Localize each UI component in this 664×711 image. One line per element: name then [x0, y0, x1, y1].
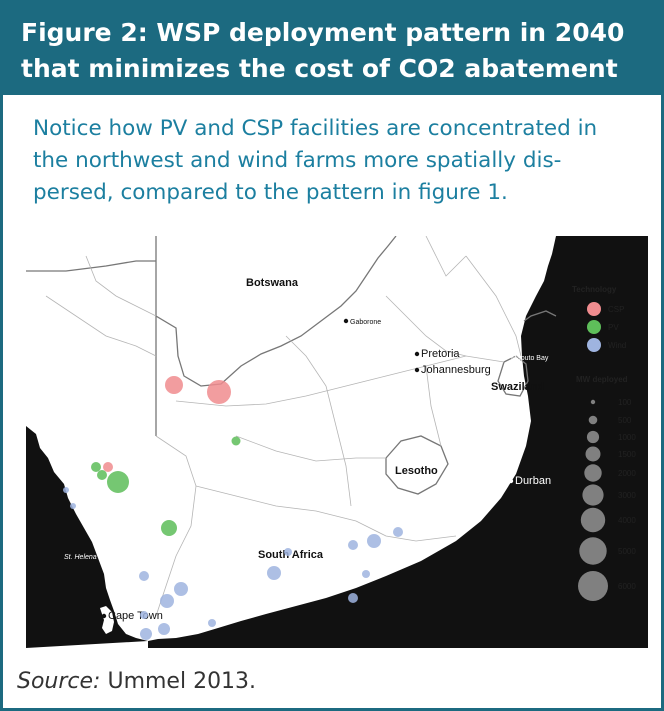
legend-swatch-wind [587, 338, 601, 352]
site-wind [139, 571, 149, 581]
legend-size-symbol [588, 415, 598, 425]
site-wind [140, 611, 148, 619]
site-wind [348, 593, 358, 603]
source-note: Source: Ummel 2013. [17, 669, 256, 694]
site-csp [165, 376, 183, 394]
legend-size-label: 5000 [618, 547, 636, 556]
site-wind [174, 582, 188, 596]
site-wind [393, 527, 403, 537]
site-wind [208, 619, 216, 627]
legend-size-label: 3000 [618, 491, 636, 500]
legend-size-label: 500 [618, 416, 632, 425]
deployment-sites [63, 376, 403, 640]
legend-size-symbol [590, 399, 596, 405]
legend-swatch-pv [587, 320, 601, 334]
marker-johannesburg [414, 367, 420, 373]
site-wind [362, 570, 370, 578]
label-st-helena-bay: St. Helena Bay [64, 554, 111, 561]
site-csp [103, 462, 113, 472]
figure-title: Figure 2: WSP deployment pattern in 2040… [21, 18, 625, 83]
site-wind [284, 548, 292, 556]
province-borders [45, 236, 522, 617]
source-label: Source: [17, 669, 101, 694]
label-botswana: Botswana [246, 277, 299, 289]
legend-size-symbol [578, 571, 608, 601]
label-lesotho: Lesotho [395, 465, 438, 477]
site-wind [367, 534, 381, 548]
site-pv [107, 471, 129, 493]
legend-size-label: 2000 [618, 469, 636, 478]
map-svg: Botswana Gaborone Pretoria Johannesburg … [26, 236, 648, 648]
legend-swatch-csp [587, 302, 601, 316]
site-wind [267, 566, 281, 580]
legend-technology-title: Technology [572, 285, 617, 294]
site-csp [207, 380, 231, 404]
atlantic-ocean [26, 426, 148, 648]
legend-size-label: 4000 [618, 516, 636, 525]
label-swaziland: Swaziland [491, 381, 544, 393]
legend-size-symbol [580, 507, 606, 533]
legend-label-wind: Wind [608, 341, 626, 350]
figure-subtitle: Notice how PV and CSP facilities are con… [33, 116, 598, 205]
label-south-africa: South Africa [258, 549, 324, 561]
legend-size-symbol [584, 464, 602, 482]
legend-label-pv: PV [608, 323, 619, 332]
label-pretoria: Pretoria [421, 348, 460, 360]
label-cape-town: Cape Town [108, 610, 163, 622]
marker-cape-town [101, 613, 107, 619]
figure-header: Figure 2: WSP deployment pattern in 2040… [3, 3, 661, 95]
legend-size-symbol [582, 484, 604, 506]
site-wind [158, 623, 170, 635]
site-wind [140, 628, 152, 640]
marker-gaborone [343, 318, 349, 324]
legend-size-label: 6000 [618, 582, 636, 591]
label-gaborone: Gaborone [350, 319, 381, 326]
site-wind [160, 594, 174, 608]
site-pv [161, 520, 177, 536]
legend-size-symbol [586, 430, 600, 444]
country-borders [26, 236, 557, 495]
map-panel: Botswana Gaborone Pretoria Johannesburg … [26, 236, 648, 648]
site-pv [97, 470, 107, 480]
legend-size-symbol [585, 446, 601, 462]
site-wind [348, 540, 358, 550]
legend-size-label: 100 [618, 398, 632, 407]
legend-size-symbol [579, 537, 607, 565]
cape-peninsula [100, 606, 114, 634]
legend-size-label: 1000 [618, 433, 636, 442]
map-legend: Technology CSP PV Wind MW deployed 100 50… [572, 285, 636, 601]
marker-durban [508, 478, 514, 484]
label-durban: Durban [515, 475, 551, 487]
site-wind [63, 487, 69, 493]
site-wind [70, 503, 76, 509]
label-johannesburg: Johannesburg [421, 364, 491, 376]
site-pv [231, 436, 241, 446]
legend-size-scale: 100 500 1000 1500 2000 3000 4000 5000 6000 [578, 398, 636, 601]
legend-size-label: 1500 [618, 450, 636, 459]
indian-ocean [148, 236, 648, 648]
marker-pretoria [414, 351, 420, 357]
source-text: Ummel 2013. [100, 669, 257, 694]
legend-size-title: MW deployed [576, 375, 628, 384]
place-labels: Botswana Gaborone Pretoria Johannesburg … [64, 277, 551, 622]
label-maputo-bay: Maputo Bay [511, 355, 549, 362]
site-pv [91, 462, 101, 472]
legend-label-csp: CSP [608, 305, 624, 314]
